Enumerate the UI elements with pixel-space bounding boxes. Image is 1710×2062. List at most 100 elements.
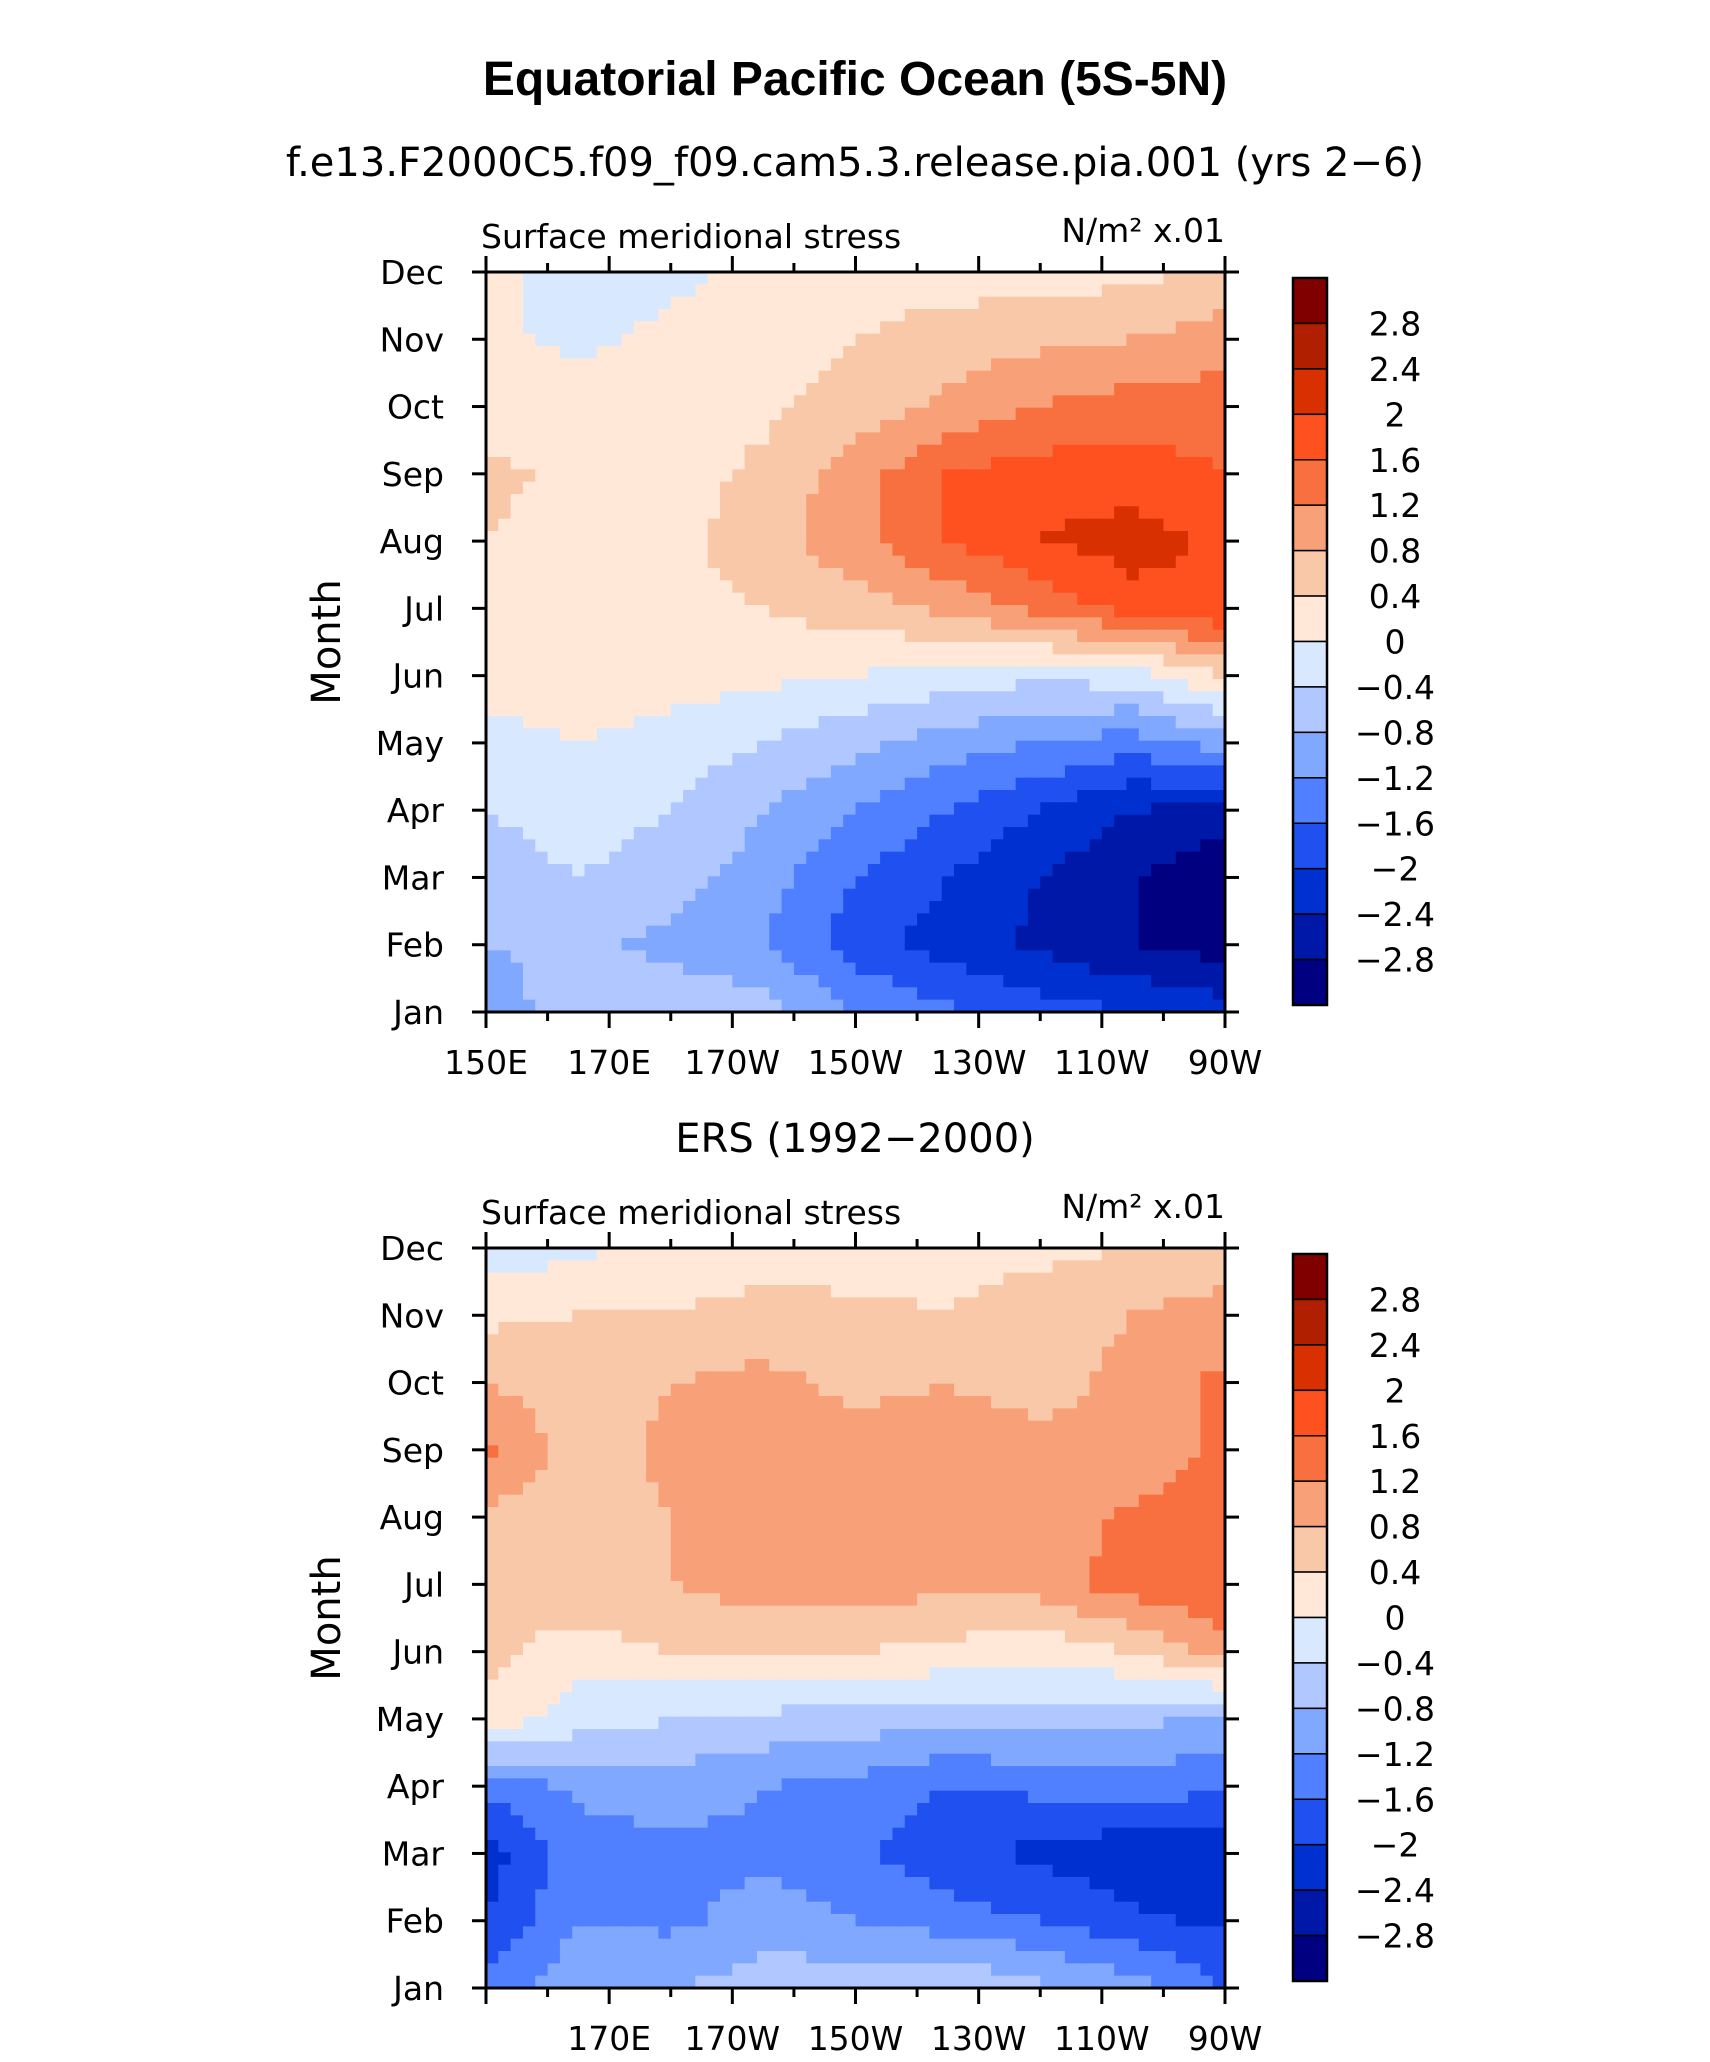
- heatmap-cell: [966, 851, 980, 865]
- heatmap-cell: [695, 1309, 709, 1323]
- heatmap-cell: [954, 1396, 967, 1409]
- heatmap-cell: [1188, 679, 1201, 692]
- heatmap-cell: [559, 1334, 573, 1348]
- heatmap-cell: [621, 629, 635, 643]
- heatmap-cell: [498, 728, 512, 742]
- heatmap-cell: [990, 790, 1004, 803]
- heatmap-cell: [1064, 555, 1078, 569]
- heatmap-cell: [1077, 346, 1091, 359]
- heatmap-cell: [1064, 1285, 1078, 1298]
- heatmap-cell: [1200, 999, 1214, 1013]
- heatmap-cell: [646, 740, 660, 754]
- heatmap-cell: [633, 925, 647, 939]
- heatmap-cell: [1126, 1396, 1140, 1409]
- heatmap-cell: [1040, 790, 1054, 803]
- heatmap-cell: [756, 975, 770, 988]
- heatmap-cell: [756, 987, 770, 1001]
- heatmap-cell: [756, 703, 770, 717]
- heatmap-cell: [830, 1494, 844, 1508]
- heatmap-cell: [1163, 999, 1177, 1013]
- heatmap-cell: [892, 839, 906, 853]
- heatmap-cell: [756, 938, 770, 951]
- heatmap-cell: [954, 346, 967, 359]
- heatmap-cell: [1114, 506, 1128, 520]
- heatmap-cell: [966, 802, 980, 816]
- heatmap-cell: [522, 1470, 536, 1483]
- heatmap-cell: [670, 1359, 684, 1372]
- heatmap-cell: [769, 839, 783, 853]
- heatmap-cell: [1052, 1297, 1066, 1311]
- heatmap-cell: [510, 642, 524, 655]
- heatmap-cell: [966, 309, 980, 322]
- heatmap-cell: [904, 296, 918, 310]
- heatmap-cell: [621, 469, 635, 483]
- heatmap-cell: [818, 999, 832, 1013]
- heatmap-cell: [572, 962, 586, 976]
- heatmap-cell: [954, 913, 967, 927]
- heatmap-cell: [646, 1322, 660, 1335]
- heatmap-cell: [621, 1297, 635, 1311]
- heatmap-cell: [830, 1445, 844, 1459]
- heatmap-cell: [522, 851, 536, 865]
- heatmap-cell: [830, 1272, 844, 1286]
- heatmap-cell: [510, 666, 524, 680]
- heatmap-cell: [646, 1309, 660, 1323]
- heatmap-cell: [584, 888, 598, 902]
- heatmap-cell: [978, 358, 992, 372]
- heatmap-cell: [486, 1445, 499, 1459]
- heatmap-cell: [990, 876, 1004, 890]
- heatmap-cell: [695, 506, 709, 520]
- heatmap-cell: [929, 728, 943, 742]
- heatmap-cell: [1089, 827, 1103, 840]
- heatmap-cell: [547, 1248, 561, 1261]
- heatmap-cell: [732, 617, 746, 631]
- heatmap-cell: [547, 1371, 561, 1385]
- heatmap-cell: [867, 1371, 881, 1385]
- heatmap-cell: [855, 703, 869, 717]
- heatmap-cell: [781, 1433, 795, 1446]
- heatmap-cell: [966, 999, 980, 1013]
- heatmap-cell: [732, 543, 746, 557]
- heatmap-cell: [756, 777, 770, 791]
- heatmap-cell: [978, 309, 992, 322]
- heatmap-cell: [1114, 876, 1128, 890]
- heatmap-cell: [683, 543, 696, 557]
- heatmap-cell: [1089, 309, 1103, 322]
- heatmap-cell: [954, 1309, 967, 1323]
- heatmap-cell: [806, 629, 820, 643]
- heatmap-cell: [633, 420, 647, 433]
- heatmap-cell: [941, 1359, 955, 1372]
- heatmap-cell: [559, 999, 573, 1013]
- heatmap-cell: [1212, 691, 1226, 705]
- heatmap-cell: [917, 1445, 930, 1459]
- heatmap-cell: [892, 740, 906, 754]
- heatmap-cell: [572, 827, 586, 840]
- heatmap-cell: [978, 654, 992, 668]
- heatmap-cell: [855, 284, 869, 298]
- heatmap-cell: [1200, 1285, 1214, 1298]
- heatmap-cell: [670, 1297, 684, 1311]
- heatmap-cell: [522, 691, 536, 705]
- heatmap-cell: [1027, 740, 1041, 754]
- heatmap-cell: [793, 777, 807, 791]
- heatmap-cell: [954, 543, 967, 557]
- heatmap-cell: [830, 580, 844, 594]
- heatmap-cell: [793, 1433, 807, 1446]
- heatmap-cell: [1040, 950, 1054, 964]
- heatmap-cell: [510, 987, 524, 1001]
- heatmap-cell: [880, 1359, 894, 1372]
- heatmap-cell: [1077, 1482, 1091, 1496]
- colorbar-label: −2: [1371, 850, 1420, 889]
- heatmap-cell: [732, 1507, 746, 1520]
- heatmap-cell: [1089, 506, 1103, 520]
- heatmap-cell: [695, 1396, 709, 1409]
- heatmap-cell: [609, 1371, 623, 1385]
- heatmap-cell: [793, 962, 807, 976]
- heatmap-cell: [1027, 901, 1041, 914]
- heatmap-cell: [781, 383, 795, 396]
- heatmap-cell: [892, 432, 906, 446]
- heatmap-cell: [1077, 938, 1091, 951]
- heatmap-cell: [658, 321, 672, 335]
- heatmap-cell: [880, 1383, 894, 1397]
- heatmap-cell: [572, 1433, 586, 1446]
